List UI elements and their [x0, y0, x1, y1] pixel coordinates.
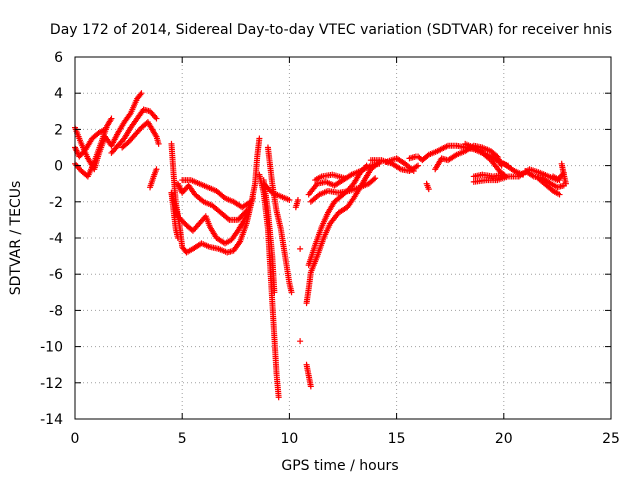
- data-point: [479, 148, 486, 155]
- x-tick-label: 20: [495, 431, 513, 447]
- y-tick-label: -8: [49, 303, 63, 319]
- y-tick-label: -10: [40, 340, 63, 356]
- y-tick-label: -14: [40, 412, 63, 428]
- y-axis-label: SDTVAR / TECUs: [8, 181, 24, 296]
- x-axis-label: GPS time / hours: [281, 458, 398, 474]
- data-point: [412, 153, 419, 160]
- y-tick-label: 4: [54, 86, 63, 102]
- grid: [75, 57, 611, 419]
- x-tick-label: 0: [71, 431, 80, 447]
- data-layer: [72, 90, 569, 401]
- data-point: [153, 166, 160, 173]
- data-point: [410, 168, 417, 175]
- y-tick-label: -6: [49, 267, 63, 283]
- y-tick-label: -12: [40, 376, 63, 392]
- data-point: [415, 162, 422, 169]
- data-point: [137, 91, 144, 98]
- data-point: [138, 90, 145, 97]
- data-point: [288, 289, 295, 296]
- y-tick-labels: -14 -12 -10 -8 -6 -4 -2 0 2 4 6: [40, 50, 63, 428]
- data-point: [108, 115, 115, 122]
- y-tick-label: -4: [49, 231, 63, 247]
- chart-title: Day 172 of 2014, Sidereal Day-to-day VTE…: [50, 22, 612, 38]
- data-point: [275, 394, 282, 401]
- data-point: [297, 338, 304, 345]
- y-tick-label: 0: [54, 159, 63, 175]
- y-tick-label: 2: [54, 122, 63, 138]
- data-point: [102, 126, 109, 133]
- data-point: [153, 115, 160, 122]
- data-point: [556, 191, 563, 198]
- data-point: [556, 177, 563, 184]
- x-tick-label: 10: [280, 431, 298, 447]
- x-tick-label: 15: [388, 431, 406, 447]
- x-tick-label: 25: [602, 431, 620, 447]
- data-point: [342, 175, 349, 182]
- data-point: [372, 175, 379, 182]
- data-point: [425, 186, 432, 193]
- data-point: [294, 196, 301, 203]
- data-point: [286, 196, 293, 203]
- data-point: [370, 176, 377, 183]
- data-point: [256, 135, 263, 142]
- data-point: [307, 383, 314, 390]
- data-point: [155, 140, 162, 147]
- data-point: [424, 152, 431, 159]
- tick-marks: [74, 56, 612, 420]
- data-point: [249, 195, 256, 202]
- y-tick-label: 6: [54, 50, 63, 66]
- data-point: [174, 235, 181, 241]
- x-tick-labels: 0 5 10 15 20 25: [71, 431, 620, 447]
- x-tick-label: 5: [178, 431, 187, 447]
- y-tick-label: -2: [49, 195, 63, 211]
- data-point: [562, 180, 569, 187]
- data-point: [271, 289, 278, 296]
- data-point: [297, 245, 304, 252]
